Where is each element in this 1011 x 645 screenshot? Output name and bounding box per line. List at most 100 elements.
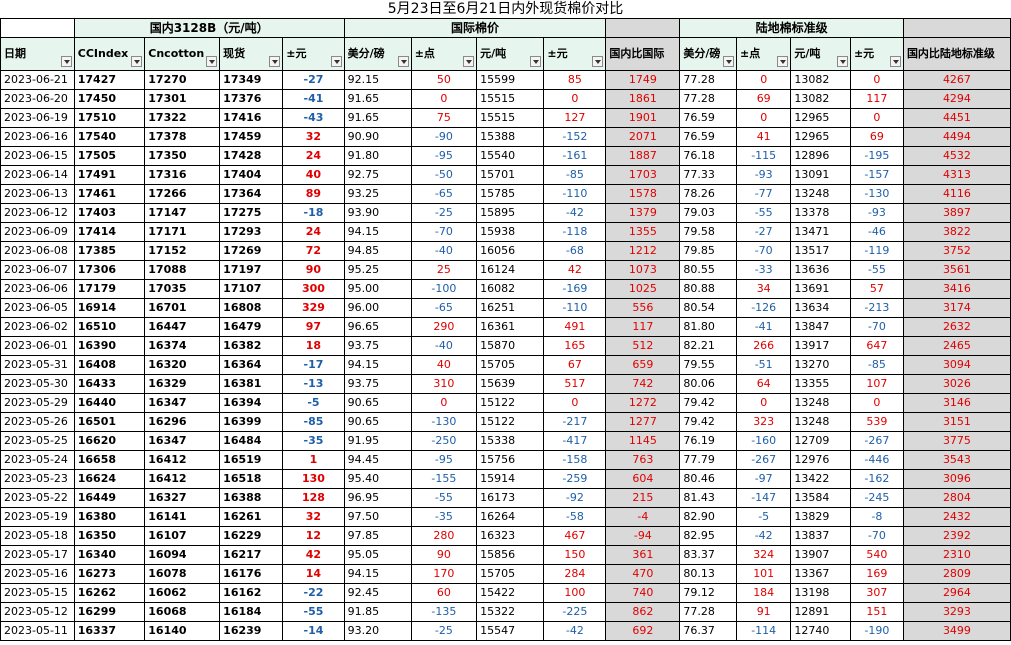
- cell-cncotton[interactable]: 16094: [144, 545, 221, 565]
- cell-cncotton[interactable]: 17152: [144, 241, 221, 261]
- cell-land-diff[interactable]: -157: [849, 165, 904, 185]
- cell-spot[interactable]: 16394: [219, 393, 284, 413]
- cell-land-yuan[interactable]: 13270: [790, 355, 851, 375]
- cell-intl-points[interactable]: -65: [410, 298, 478, 318]
- cell-intl-points[interactable]: 90: [410, 545, 478, 565]
- cell-domestic-vs-land[interactable]: 4313: [902, 165, 1011, 185]
- cell-land-cents[interactable]: 82.95: [679, 526, 738, 546]
- cell-intl-points[interactable]: -40: [410, 336, 478, 356]
- cell-domestic-vs-intl[interactable]: 1379: [605, 203, 681, 223]
- cell-intl-yuan[interactable]: 15756: [476, 450, 545, 470]
- cell-date[interactable]: 2023-06-08: [0, 241, 75, 261]
- cell-intl-cents[interactable]: 90.65: [343, 393, 412, 413]
- cell-spot[interactable]: 17459: [219, 127, 284, 147]
- cell-land-cents[interactable]: 79.12: [679, 583, 738, 603]
- cell-intl-cents[interactable]: 96.95: [343, 488, 412, 508]
- cell-intl-diff[interactable]: 165: [543, 336, 607, 356]
- cell-domestic-vs-intl[interactable]: 1861: [605, 89, 681, 109]
- cell-land-diff[interactable]: -85: [849, 355, 904, 375]
- cell-ccindex[interactable]: 16658: [73, 450, 146, 470]
- cell-intl-cents[interactable]: 96.65: [343, 317, 412, 337]
- cell-domestic-vs-land[interactable]: 3026: [902, 374, 1011, 394]
- cell-intl-points[interactable]: -35: [410, 507, 478, 527]
- cell-land-cents[interactable]: 80.88: [679, 279, 738, 299]
- cell-spot[interactable]: 17349: [219, 70, 284, 90]
- cell-domestic-vs-land[interactable]: 4294: [902, 89, 1011, 109]
- cell-ccindex[interactable]: 16510: [73, 317, 146, 337]
- cell-intl-points[interactable]: -40: [410, 241, 478, 261]
- cell-land-cents[interactable]: 78.26: [679, 184, 738, 204]
- cell-domestic-vs-land[interactable]: 2804: [902, 488, 1011, 508]
- cell-spot[interactable]: 17197: [219, 260, 284, 280]
- cell-intl-yuan[interactable]: 15599: [476, 70, 545, 90]
- cell-ccindex[interactable]: 17403: [73, 203, 146, 223]
- cell-domestic-vs-intl[interactable]: 556: [605, 298, 681, 318]
- cell-land-yuan[interactable]: 13907: [790, 545, 851, 565]
- cell-intl-diff[interactable]: -152: [543, 127, 607, 147]
- cell-land-yuan[interactable]: 13422: [790, 469, 851, 489]
- cell-spot[interactable]: 16484: [219, 431, 284, 451]
- cell-ccindex[interactable]: 16273: [73, 564, 146, 584]
- cell-intl-yuan[interactable]: 15895: [476, 203, 545, 223]
- cell-cncotton[interactable]: 16078: [144, 564, 221, 584]
- cell-land-yuan[interactable]: 13082: [790, 89, 851, 109]
- cell-land-cents[interactable]: 76.59: [679, 108, 738, 128]
- cell-spot-diff[interactable]: 32: [282, 127, 345, 147]
- cell-land-yuan[interactable]: 13847: [790, 317, 851, 337]
- cell-domestic-vs-intl[interactable]: 117: [605, 317, 681, 337]
- cell-cncotton[interactable]: 16327: [144, 488, 221, 508]
- cell-spot[interactable]: 17107: [219, 279, 284, 299]
- cell-land-diff[interactable]: 307: [849, 583, 904, 603]
- cell-land-yuan[interactable]: 12709: [790, 431, 851, 451]
- cell-intl-cents[interactable]: 91.65: [343, 89, 412, 109]
- cell-date[interactable]: 2023-06-19: [0, 108, 75, 128]
- cell-spot-diff[interactable]: 90: [282, 260, 345, 280]
- cell-spot-diff[interactable]: 14: [282, 564, 345, 584]
- filter-dropdown-icon[interactable]: [131, 56, 143, 67]
- cell-domestic-vs-intl[interactable]: 692: [605, 621, 681, 641]
- filter-dropdown-icon[interactable]: [836, 56, 848, 67]
- cell-domestic-vs-land[interactable]: 2809: [902, 564, 1011, 584]
- cell-land-cents[interactable]: 80.55: [679, 260, 738, 280]
- cell-land-cents[interactable]: 79.55: [679, 355, 738, 375]
- cell-domestic-vs-land[interactable]: 3822: [902, 222, 1011, 242]
- cell-cncotton[interactable]: 16347: [144, 431, 221, 451]
- cell-intl-yuan[interactable]: 16251: [476, 298, 545, 318]
- cell-cncotton[interactable]: 16062: [144, 583, 221, 603]
- cell-spot-diff[interactable]: 1: [282, 450, 345, 470]
- cell-land-yuan[interactable]: 13091: [790, 165, 851, 185]
- cell-spot-diff[interactable]: -41: [282, 89, 345, 109]
- cell-spot-diff[interactable]: 42: [282, 545, 345, 565]
- cell-spot[interactable]: 16217: [219, 545, 284, 565]
- cell-intl-diff[interactable]: -58: [543, 507, 607, 527]
- cell-intl-diff[interactable]: -68: [543, 241, 607, 261]
- cell-spot[interactable]: 16388: [219, 488, 284, 508]
- cell-intl-points[interactable]: -250: [410, 431, 478, 451]
- cell-domestic-vs-intl[interactable]: 659: [605, 355, 681, 375]
- cell-intl-cents[interactable]: 91.80: [343, 146, 412, 166]
- cell-intl-points[interactable]: 0: [410, 393, 478, 413]
- cell-domestic-vs-intl[interactable]: 1887: [605, 146, 681, 166]
- cell-domestic-vs-intl[interactable]: 862: [605, 602, 681, 622]
- cell-date[interactable]: 2023-06-20: [0, 89, 75, 109]
- cell-ccindex[interactable]: 17385: [73, 241, 146, 261]
- cell-intl-cents[interactable]: 91.65: [343, 108, 412, 128]
- cell-intl-yuan[interactable]: 15785: [476, 184, 545, 204]
- cell-domestic-vs-intl[interactable]: 1703: [605, 165, 681, 185]
- cell-intl-diff[interactable]: 0: [543, 393, 607, 413]
- cell-land-points[interactable]: -51: [736, 355, 792, 375]
- cell-intl-yuan[interactable]: 16082: [476, 279, 545, 299]
- cell-date[interactable]: 2023-05-18: [0, 526, 75, 546]
- cell-ccindex[interactable]: 17179: [73, 279, 146, 299]
- filter-dropdown-icon[interactable]: [592, 56, 604, 67]
- cell-intl-yuan[interactable]: 15540: [476, 146, 545, 166]
- cell-intl-points[interactable]: 310: [410, 374, 478, 394]
- cell-ccindex[interactable]: 17505: [73, 146, 146, 166]
- cell-intl-cents[interactable]: 94.85: [343, 241, 412, 261]
- cell-land-points[interactable]: 101: [736, 564, 792, 584]
- cell-spot[interactable]: 16162: [219, 583, 284, 603]
- cell-spot-diff[interactable]: -85: [282, 412, 345, 432]
- cell-domestic-vs-land[interactable]: 3416: [902, 279, 1011, 299]
- cell-intl-diff[interactable]: -169: [543, 279, 607, 299]
- cell-domestic-vs-intl[interactable]: 604: [605, 469, 681, 489]
